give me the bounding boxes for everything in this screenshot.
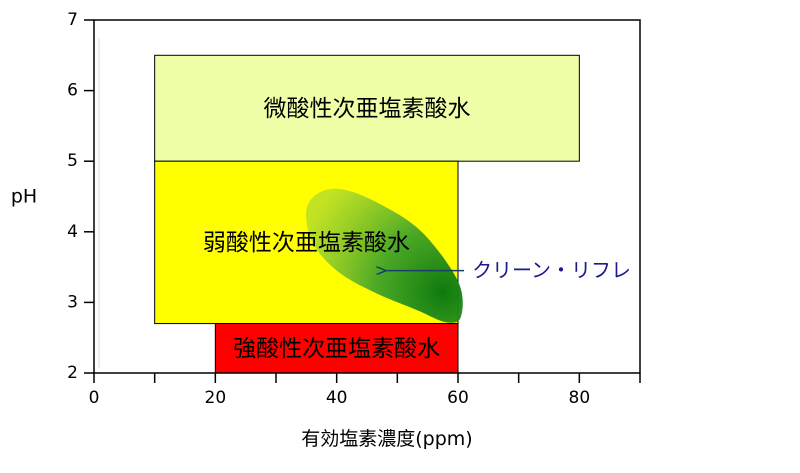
annotation-label: クリーン・リフレ [472, 258, 631, 282]
x-tick-label: 80 [569, 388, 591, 408]
y-tick-label: 5 [67, 151, 78, 171]
y-tick-label: 7 [67, 10, 78, 30]
x-tick-label: 20 [205, 388, 227, 408]
y-tick-label: 3 [67, 292, 78, 312]
axis-layer: 0 20 40 60 80 2 3 4 5 6 7 [67, 10, 641, 408]
plot-area-border [93, 19, 641, 374]
y-tick-label: 4 [67, 222, 78, 242]
highlight-region [306, 188, 463, 323]
region-1 [154, 54, 580, 162]
y-tick-label: 6 [67, 81, 78, 101]
x-tick-label: 60 [447, 388, 469, 408]
region-label-3: 強酸性次亜塩素酸水 [233, 336, 440, 362]
annotation-layer: クリーン・リフレ [385, 258, 631, 282]
region-label-1: 微酸性次亜塩素酸水 [264, 96, 471, 122]
x-tick-label: 40 [326, 388, 348, 408]
region-3 [214, 323, 459, 374]
y-axis-title: pH [11, 186, 37, 208]
y-tick-label: 2 [67, 363, 78, 383]
highlight-layer [306, 188, 463, 323]
regions-layer [154, 54, 580, 374]
region-label-2: 弱酸性次亜塩素酸水 [203, 230, 410, 256]
x-axis-title: 有効塩素濃度(ppm) [301, 428, 472, 450]
x-tick-label: 0 [89, 388, 100, 408]
